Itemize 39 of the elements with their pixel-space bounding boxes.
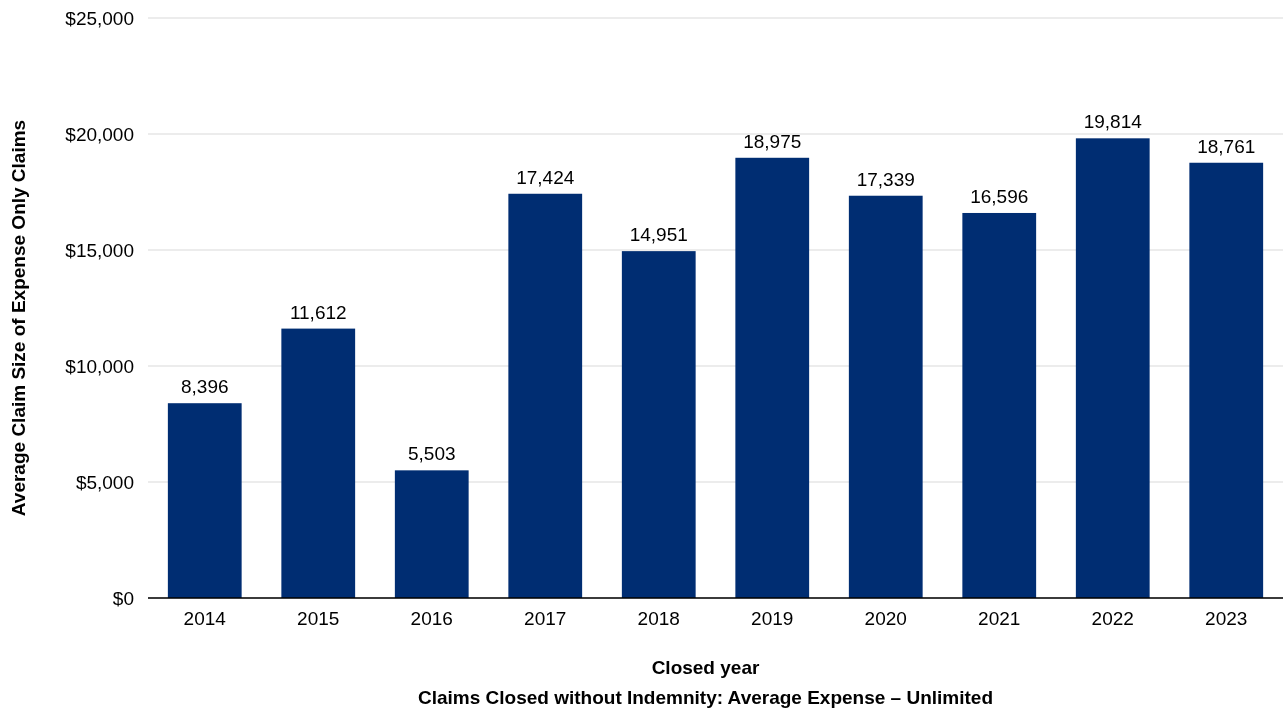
bar — [281, 328, 356, 598]
data-label: 18,975 — [743, 130, 802, 152]
y-tick-label: $25,000 — [65, 7, 134, 29]
bar — [1075, 138, 1150, 598]
x-tick-label: 2016 — [410, 608, 453, 630]
y-tick-label: $15,000 — [65, 239, 134, 261]
bar — [508, 193, 583, 598]
y-axis-title: Average Claim Size of Expense Only Claims — [8, 119, 29, 517]
data-label: 5,503 — [407, 443, 456, 465]
bar — [735, 157, 810, 598]
x-tick-label: 2022 — [1091, 608, 1134, 630]
data-label: 18,761 — [1197, 135, 1256, 157]
data-label: 19,814 — [1083, 111, 1143, 133]
y-tick-label: $20,000 — [65, 123, 134, 145]
text: Claims Closed without Indemnity: Average Expense – Unlimited — [417, 687, 994, 708]
x-axis-title: Closed year — [651, 657, 760, 678]
bar — [167, 403, 242, 598]
data-label: 8,396 — [180, 376, 229, 398]
bar — [621, 251, 696, 598]
x-tick-label: 2019 — [751, 608, 794, 630]
data-label: 14,951 — [629, 224, 688, 246]
data-label: 11,612 — [289, 301, 347, 323]
y-tick-label: $10,000 — [65, 355, 134, 377]
x-tick-label: 2018 — [637, 608, 680, 630]
x-tick-label: 2017 — [524, 608, 567, 630]
x-tick-label: 2014 — [183, 608, 227, 630]
bar — [848, 195, 923, 598]
y-tick-label: $0 — [112, 587, 134, 609]
x-tick-label: 2020 — [864, 608, 907, 630]
data-label: 17,339 — [856, 168, 915, 190]
data-label: 16,596 — [970, 185, 1029, 207]
bar — [394, 470, 469, 598]
x-tick-label: 2015 — [297, 608, 340, 630]
data-label: 17,424 — [516, 166, 575, 188]
y-tick-label: $5,000 — [75, 471, 134, 493]
x-tick-label: 2021 — [978, 608, 1021, 630]
bar — [1189, 162, 1264, 598]
x-tick-label: 2023 — [1205, 608, 1248, 630]
bar — [962, 212, 1037, 598]
